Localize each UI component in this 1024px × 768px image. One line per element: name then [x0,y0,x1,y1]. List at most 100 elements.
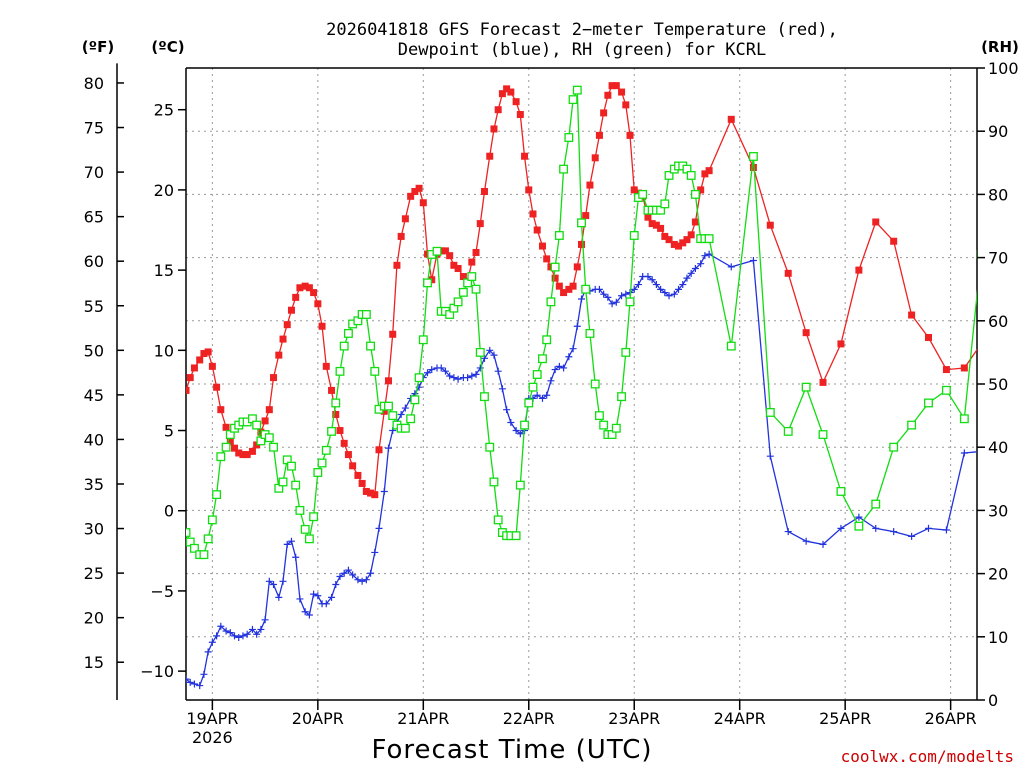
rh-point [907,420,917,430]
dewpoint-point [384,444,392,452]
rh-point [384,401,393,411]
2-meter-temperature-point [600,109,608,117]
rh-tick-label: 70 [988,249,1008,268]
rh-tick-label: 20 [988,565,1008,584]
dewpoint-point [336,572,344,580]
2-meter-temperature-point [705,167,713,175]
dewpoint-point [204,648,212,656]
2-meter-temperature-point [401,215,409,223]
2-meter-temperature-point [243,451,251,459]
rh-point [564,133,574,142]
chart-title-line1: 2026041818 GFS Forecast 2−meter Temperat… [326,20,838,40]
rh-point [493,515,503,525]
rh-point [489,477,499,487]
x-tick-label: 24APR [714,709,766,728]
2-meter-temperature-point [837,340,845,348]
2-meter-temperature-point [687,231,695,239]
dewpoint-point [301,608,309,616]
dewpoint-point [261,616,269,624]
dewpoint-series [186,250,977,690]
2-meter-temperature-point [872,218,880,226]
rh-point [577,218,586,228]
2-meter-temperature-point [784,269,792,277]
2-meter-temperature-point [204,348,212,356]
rh-point [388,411,398,421]
dewpoint-point [503,406,511,414]
rh-point [854,521,864,531]
fahrenheit-tick-label: 70 [84,163,104,182]
dewpoint-point [697,260,705,268]
2-meter-temperature-point [336,427,344,435]
dewpoint-point [226,629,234,637]
rh-point [581,284,591,294]
2-meter-temperature-point [582,212,590,220]
2-meter-temperature-point [393,261,401,269]
rh-point [309,512,319,522]
2-meter-temperature-point [586,181,594,189]
2-meter-temperature-point [512,98,520,106]
celsius-tick-label: 0 [164,502,174,521]
rh-point [317,458,327,468]
dewpoint-point [283,540,291,548]
fahrenheit-tick-label: 40 [84,430,104,449]
rh-point [889,442,899,452]
celsius-tick-label: 10 [154,341,174,360]
2-meter-temperature-point [960,364,968,372]
rh-point [959,414,969,424]
2-meter-temperature-point [612,82,620,90]
2-meter-temperature-point [362,487,370,495]
dewpoint-point [476,364,484,372]
dewpoint-point [354,576,362,584]
dewpoint-point [819,540,827,548]
rh-point [366,341,376,351]
rh-point [300,524,310,534]
dewpoint-point [464,374,472,382]
dewpoint-point [450,374,458,382]
2-meter-temperature-point [657,224,665,232]
x-axis-title: Forecast Time (UTC) [371,735,652,765]
rh-series [186,85,977,560]
celsius-tick-label: 15 [154,261,174,280]
rh-point [418,335,428,345]
dewpoint-point [454,375,462,383]
rh-point [221,442,231,452]
dewpoint-point [200,670,208,678]
dewpoint-point [683,274,691,282]
dewpoint-point [494,367,502,375]
celsius-unit-label: (ºC) [151,38,184,56]
celsius-tick-label: −10 [140,662,174,681]
rh-point [335,366,345,376]
dewpoint-point [270,581,278,589]
2-meter-temperature-point [670,240,678,248]
2-meter-temperature-point [507,88,515,96]
2-meter-temperature-point [679,239,687,247]
dewpoint-point [314,592,322,600]
dewpoint-point [565,353,573,361]
2-meter-temperature-point [573,263,581,271]
rh-tick-label: 80 [988,185,1008,204]
rh-point [836,486,846,496]
rh-point [748,152,758,161]
2-meter-temperature-point [217,406,225,414]
dewpoint-point [630,285,638,293]
2-meter-temperature-point [287,306,295,314]
rh-point [252,420,262,430]
rh-point [638,189,648,199]
dewpoint-point [551,366,559,374]
dewpoint-point [657,285,665,293]
2-meter-temperature-point [978,340,985,347]
dewpoint-point [604,293,612,301]
2-meter-temperature-point [533,226,541,234]
grid-lines [186,68,977,700]
2-meter-temperature-point [855,266,863,274]
2-meter-temperature-point [648,220,656,228]
rh-point [611,423,621,433]
2-meter-temperature-point [226,438,234,446]
rh-point [432,246,442,256]
2-meter-temperature-point [380,407,388,415]
rh-tick-label: 60 [988,312,1008,331]
2-meter-temperature-series [186,82,985,499]
2-meter-temperature-point [371,491,379,499]
dewpoint-point [340,569,348,577]
2-meter-temperature-point [248,447,256,455]
